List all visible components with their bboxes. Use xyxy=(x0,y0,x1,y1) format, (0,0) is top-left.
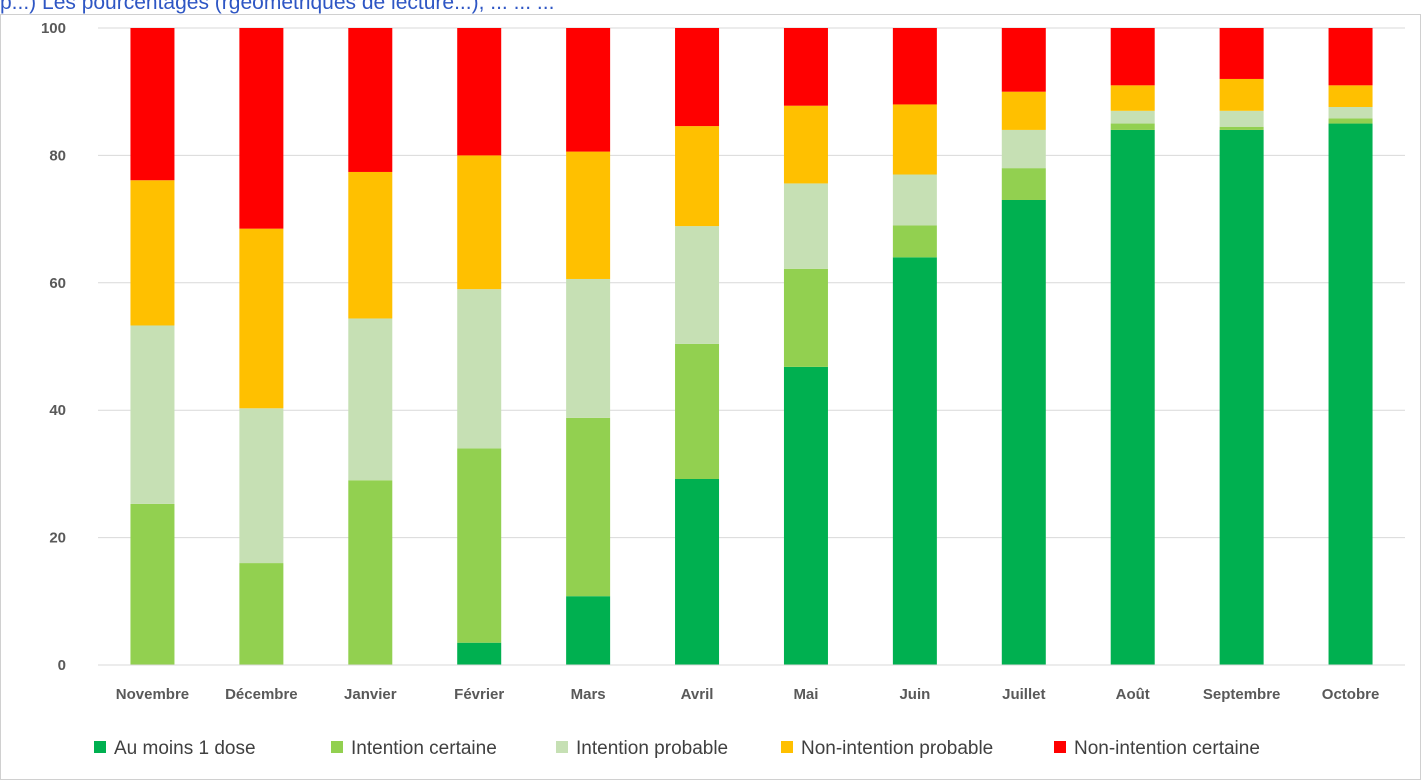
bar-segment xyxy=(892,104,937,175)
bar-segment xyxy=(892,257,937,665)
bar-segment xyxy=(239,408,284,564)
legend-swatch xyxy=(1054,741,1066,753)
x-tick-label: Septembre xyxy=(1203,686,1281,703)
bar-segment xyxy=(783,183,828,269)
bar-segment xyxy=(239,28,284,229)
bar-segment xyxy=(1328,85,1373,107)
bars xyxy=(130,28,1373,666)
bar-segment xyxy=(566,151,611,279)
x-tick-label: Février xyxy=(454,686,504,703)
bar-segment xyxy=(1328,123,1373,666)
bar-segment xyxy=(457,642,502,665)
bar-segment xyxy=(675,126,720,227)
bar-segment xyxy=(783,366,828,665)
bar-segment xyxy=(1001,91,1046,130)
legend-swatch xyxy=(94,741,106,753)
y-tick-label: 100 xyxy=(41,20,66,37)
bar-segment xyxy=(783,28,828,106)
bar-segment xyxy=(348,28,393,172)
bar-segment xyxy=(1219,110,1264,127)
bar-segment xyxy=(130,325,175,504)
bar-segment xyxy=(892,225,937,258)
legend-swatch xyxy=(331,741,343,753)
legend-label: Intention certaine xyxy=(351,738,497,759)
bar-segment xyxy=(783,268,828,367)
legend-swatch xyxy=(781,741,793,753)
bar-segment xyxy=(1219,126,1264,130)
x-tick-label: Mai xyxy=(793,686,818,703)
x-tick-label: Avril xyxy=(681,686,714,703)
bar-segment xyxy=(130,503,175,665)
legend-label: Intention probable xyxy=(576,738,728,759)
x-tick-label: Juin xyxy=(899,686,930,703)
x-tick-label: Mars xyxy=(571,686,606,703)
x-tick-label: Décembre xyxy=(225,686,298,703)
bar-segment xyxy=(1110,85,1155,111)
bar-segment xyxy=(1328,118,1373,124)
bar-segment xyxy=(892,174,937,226)
x-tick-label: Juillet xyxy=(1002,686,1045,703)
bar-segment xyxy=(130,28,175,181)
bar-segment xyxy=(1001,168,1046,200)
legend-swatch xyxy=(556,741,568,753)
bar-segment xyxy=(348,318,393,481)
bar-segment xyxy=(239,228,284,409)
bar-segment xyxy=(892,28,937,105)
bar-segment xyxy=(348,480,393,665)
x-tick-label: Octobre xyxy=(1322,686,1380,703)
bar-segment xyxy=(1001,199,1046,666)
bar-segment xyxy=(348,171,393,319)
bar-segment xyxy=(566,28,611,152)
bar-segment xyxy=(1110,28,1155,86)
y-tick-label: 20 xyxy=(49,530,66,547)
y-tick-label: 0 xyxy=(58,657,66,674)
bar-segment xyxy=(675,343,720,479)
bar-segment xyxy=(1110,110,1155,124)
bar-segment xyxy=(675,226,720,344)
gridlines xyxy=(98,27,1405,666)
bar-segment xyxy=(783,105,828,184)
bar-segment xyxy=(239,563,284,665)
bar-segment xyxy=(1110,123,1155,130)
bar-segment xyxy=(675,28,720,127)
bar-segment xyxy=(1001,28,1046,92)
bar-segment xyxy=(566,278,611,418)
x-tick-label: Novembre xyxy=(116,686,189,703)
legend-label: Au moins 1 dose xyxy=(114,738,256,759)
bar-segment xyxy=(130,180,175,326)
bar-segment xyxy=(1219,28,1264,79)
bar-segment xyxy=(457,28,502,156)
bar-segment xyxy=(566,596,611,665)
bar-segment xyxy=(566,417,611,597)
y-tick-label: 80 xyxy=(49,147,66,164)
x-tick-label: Août xyxy=(1116,686,1150,703)
chart-area xyxy=(0,14,1421,780)
legend-label: Non-intention certaine xyxy=(1074,738,1260,759)
bar-segment xyxy=(1219,129,1264,666)
bar-segment xyxy=(457,289,502,449)
bar-segment xyxy=(457,155,502,290)
bar-segment xyxy=(457,448,502,643)
bar-segment xyxy=(675,478,720,665)
legend: Au moins 1 dose Intention certaine Intenti… xyxy=(94,738,1260,759)
bar-segment xyxy=(1110,129,1155,666)
bar-segment xyxy=(1328,28,1373,86)
axes: 0 20 40 60 80 100 Novembre Décembre Janvier Févri… xyxy=(41,20,1405,703)
chart-caption: p...) Les pourcentages (rgéométriques de… xyxy=(0,0,555,14)
bar-segment xyxy=(1219,78,1264,111)
bar-segment xyxy=(1328,106,1373,119)
x-tick-label: Janvier xyxy=(344,686,397,703)
bar-segment xyxy=(1001,129,1046,169)
legend-label: Non-intention probable xyxy=(801,738,993,759)
y-tick-label: 40 xyxy=(49,402,66,419)
y-tick-label: 60 xyxy=(49,275,66,292)
